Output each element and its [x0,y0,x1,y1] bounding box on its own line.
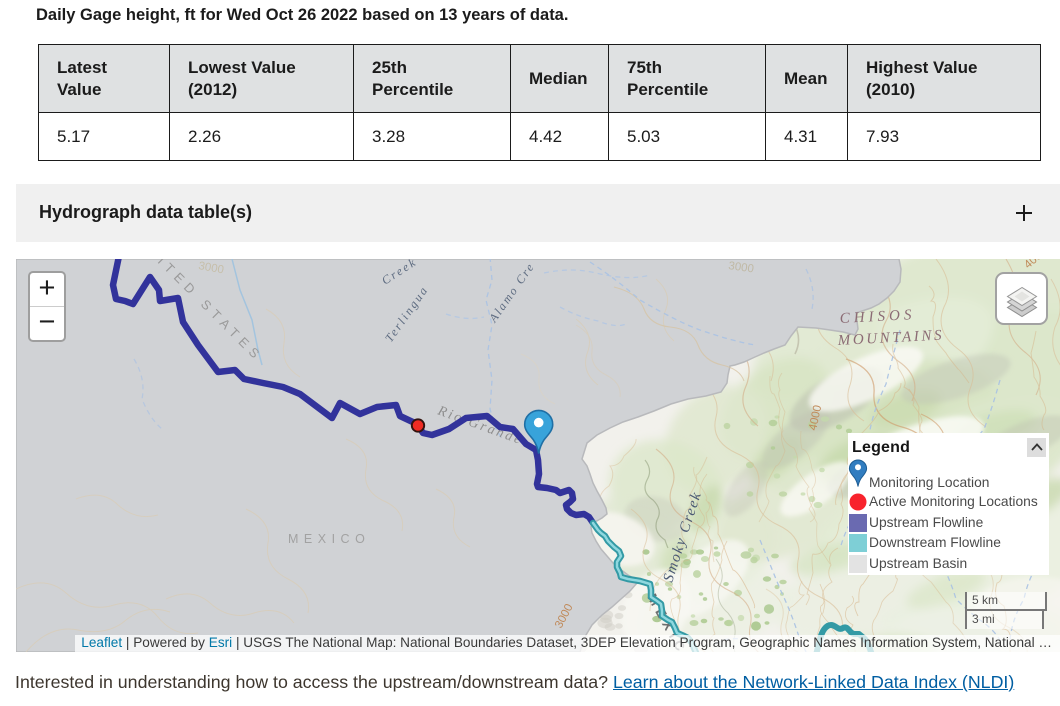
svg-text:3000: 3000 [728,260,755,275]
svg-text:MEXICO: MEXICO [288,532,370,546]
svg-text:3000: 3000 [197,260,224,276]
svg-text:4000: 4000 [807,404,824,432]
svg-text:MOUNTAINS: MOUNTAINS [836,327,944,349]
svg-text:CHISOS: CHISOS [839,307,915,327]
